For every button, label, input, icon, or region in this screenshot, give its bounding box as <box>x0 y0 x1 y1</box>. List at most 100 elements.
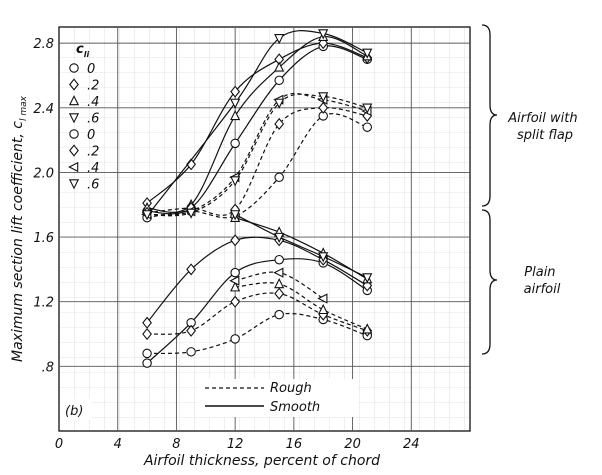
series-layer <box>141 29 373 368</box>
y-tick-label: 1.6 <box>33 231 54 246</box>
y-tick-label: 2.0 <box>33 166 54 181</box>
cli-key-label: .4 <box>87 95 99 110</box>
x-tick-label: 24 <box>403 437 420 452</box>
data-point <box>230 267 240 278</box>
plot-area <box>58 26 471 432</box>
data-point <box>186 208 197 219</box>
cli-key-marker <box>69 144 79 157</box>
cli-key-label: 0 <box>87 62 95 77</box>
cli-key-label: .2 <box>87 145 99 160</box>
data-point <box>142 358 152 368</box>
split-flap-label: Airfoil with split flap <box>507 111 581 143</box>
split-flap-label-line2: split flap <box>517 128 573 143</box>
plain-airfoil-label: Plain airfoil <box>524 265 561 297</box>
cli-key-label: .2 <box>87 79 99 94</box>
x-axis-title: Airfoil thickness, percent of chord <box>143 453 380 469</box>
split-flap-label-line1: Airfoil with <box>507 111 577 126</box>
x-tick-label: 16 <box>286 437 303 452</box>
data-point <box>186 263 197 276</box>
major-grid <box>59 27 470 431</box>
plain-airfoil-brace <box>481 209 498 355</box>
data-point <box>142 316 152 329</box>
cli-key-marker <box>69 78 79 91</box>
y-axis-title-main: Maximum section lift coefficient, c <box>10 121 26 362</box>
data-point <box>274 34 285 45</box>
data-point <box>362 122 372 132</box>
data-point <box>230 109 241 121</box>
x-axis-ticks: 0 4 8 12 16 20 24 <box>55 437 420 452</box>
cli-key-marker <box>68 113 80 124</box>
series-line <box>234 213 368 279</box>
data-point <box>230 234 241 247</box>
data-point <box>273 267 284 278</box>
data-point <box>274 75 284 86</box>
series-line <box>147 292 368 335</box>
data-point <box>274 287 285 300</box>
panel-label: (b) <box>62 399 92 420</box>
series-split-flap-triangle-down-solid <box>141 29 373 223</box>
data-point <box>362 323 373 334</box>
data-point <box>274 232 285 244</box>
cli-key-label: .6 <box>87 112 99 127</box>
data-point <box>274 254 284 265</box>
data-point <box>274 278 285 289</box>
data-point <box>274 309 284 320</box>
cli-key-marker <box>68 161 79 173</box>
data-point <box>230 210 241 221</box>
cli-key: 0.2.4.60.2.4.6 <box>68 62 99 193</box>
cli-key-header-main: c <box>76 42 84 57</box>
x-tick-label: 8 <box>172 437 180 452</box>
data-point <box>230 176 241 187</box>
cli-key-marker <box>68 179 80 190</box>
data-point <box>318 303 329 315</box>
panel-label-box <box>62 399 92 420</box>
data-point <box>186 347 196 357</box>
y-tick-label: 2.8 <box>33 37 54 52</box>
legend: Rough Smooth <box>198 379 358 417</box>
series-line <box>234 217 368 280</box>
data-point <box>230 281 241 292</box>
plain-airfoil-label-line1: Plain <box>524 265 555 280</box>
y-tick-label: .8 <box>42 360 54 375</box>
series-plain-triangle-left-dashed <box>229 267 328 304</box>
x-tick-label: 0 <box>55 437 63 452</box>
y-tick-label: 1.2 <box>33 296 54 311</box>
data-point <box>318 29 329 40</box>
plain-airfoil-label-line2: airfoil <box>524 282 561 297</box>
cli-key-marker <box>68 95 80 106</box>
data-point <box>274 117 285 131</box>
data-point <box>230 138 240 149</box>
cli-key-header: cli <box>76 42 89 59</box>
data-point <box>318 252 329 263</box>
data-point <box>230 85 241 98</box>
y-axis-ticks: .8 1.2 1.6 2.0 2.4 2.8 <box>33 37 54 375</box>
data-point <box>229 275 240 286</box>
data-point <box>317 293 328 304</box>
panel-label-text: (b) <box>65 404 83 419</box>
data-point <box>362 273 373 284</box>
data-point <box>318 101 329 114</box>
data-point <box>362 103 373 114</box>
legend-rough-label: Rough <box>270 381 312 396</box>
cli-key-label: 0 <box>87 128 95 143</box>
data-point <box>142 348 152 359</box>
x-tick-label: 4 <box>114 437 122 452</box>
cli-key-header-subscript: li <box>84 50 90 59</box>
data-point <box>318 92 329 103</box>
data-point <box>230 295 241 308</box>
y-axis-title-subscript: l max <box>19 95 29 121</box>
cli-key-marker <box>69 63 79 73</box>
series-plain-triangle-down-solid <box>230 210 373 284</box>
data-point <box>142 327 152 341</box>
x-tick-label: 20 <box>344 437 361 452</box>
data-point <box>274 172 284 183</box>
data-point <box>274 98 285 109</box>
data-point <box>274 61 285 72</box>
series-split-flap-triangle-down-dashed <box>141 92 373 221</box>
cli-key-label: .6 <box>87 178 99 193</box>
cli-key-marker <box>69 129 79 139</box>
legend-background <box>198 379 358 417</box>
y-tick-label: 2.4 <box>33 102 54 117</box>
legend-smooth-label: Smooth <box>270 400 320 415</box>
